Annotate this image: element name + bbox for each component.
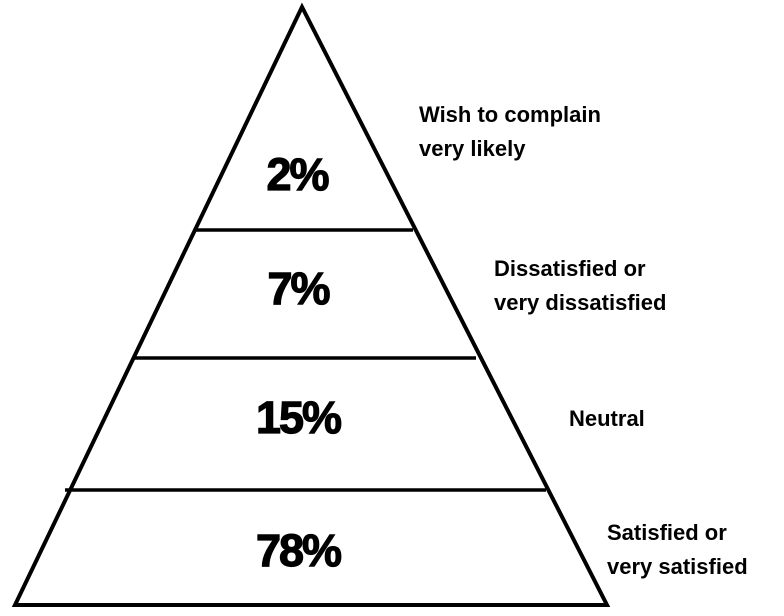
tier-4-label-line-2: very satisfied <box>607 554 748 579</box>
pyramid-outline <box>11 2 611 607</box>
tier-3-percent: 15% <box>256 392 341 443</box>
tier-4-label-line-1: Satisfied or <box>607 520 727 545</box>
tier-1-label: Wish to complain very likely <box>419 98 601 166</box>
tier-4-percent: 78% <box>256 525 341 576</box>
tier-1-label-line-2: very likely <box>419 136 526 161</box>
tier-3-label-line-1: Neutral <box>569 406 645 431</box>
tier-2-label: Dissatisfied or very dissatisfied <box>494 252 666 320</box>
tier-2-percent: 7% <box>267 263 329 314</box>
tier-2-label-line-2: very dissatisfied <box>494 290 667 315</box>
tier-1-percent: 2% <box>266 149 328 200</box>
tier-3-label: Neutral <box>569 402 645 436</box>
tier-2-label-line-1: Dissatisfied or <box>494 256 646 281</box>
tier-1-label-line-1: Wish to complain <box>419 102 601 127</box>
tier-4-label: Satisfied or very satisfied <box>607 516 748 584</box>
